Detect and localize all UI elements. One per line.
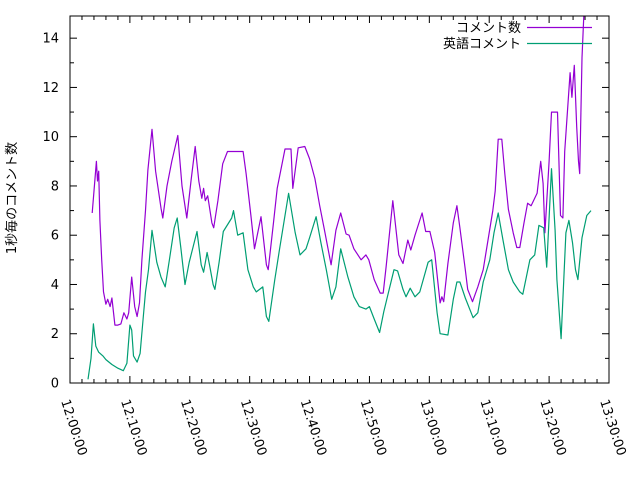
legend-label-english-comments: 英語コメント bbox=[443, 36, 521, 52]
y-tick-label: 4 bbox=[51, 278, 59, 293]
y-tick-label: 2 bbox=[51, 327, 59, 342]
y-tick-label: 8 bbox=[51, 179, 59, 194]
data-series bbox=[87, 15, 592, 380]
x-tick-label: 12:20:00 bbox=[177, 398, 209, 458]
x-tick-label: 12:00:00 bbox=[57, 398, 89, 458]
legend-label-comment-count: コメント数 bbox=[456, 21, 521, 36]
y-tick-label: 10 bbox=[42, 130, 59, 145]
x-tick-label: 13:30:00 bbox=[596, 398, 628, 458]
plot-border bbox=[69, 15, 610, 384]
y-tick-label: 14 bbox=[42, 32, 59, 47]
y-tick-label: 0 bbox=[51, 377, 59, 392]
x-tick-label: 13:10:00 bbox=[476, 398, 508, 458]
x-tick-label: 12:50:00 bbox=[357, 398, 389, 458]
y-tick-label: 6 bbox=[51, 229, 59, 244]
x-tick-label: 12:40:00 bbox=[297, 398, 329, 458]
y-axis-title: 1秒毎のコメント数 bbox=[4, 142, 20, 254]
series-line-english-comments bbox=[87, 168, 592, 380]
legend: コメント数 英語コメント bbox=[443, 21, 592, 52]
x-tick-label: 13:20:00 bbox=[536, 398, 568, 458]
x-tick-label: 13:00:00 bbox=[417, 398, 449, 458]
x-tick-label: 12:30:00 bbox=[237, 398, 269, 458]
y-tick-label: 12 bbox=[42, 81, 59, 96]
x-tick-label: 12:10:00 bbox=[117, 398, 149, 458]
series-line-comment-count bbox=[91, 15, 585, 326]
